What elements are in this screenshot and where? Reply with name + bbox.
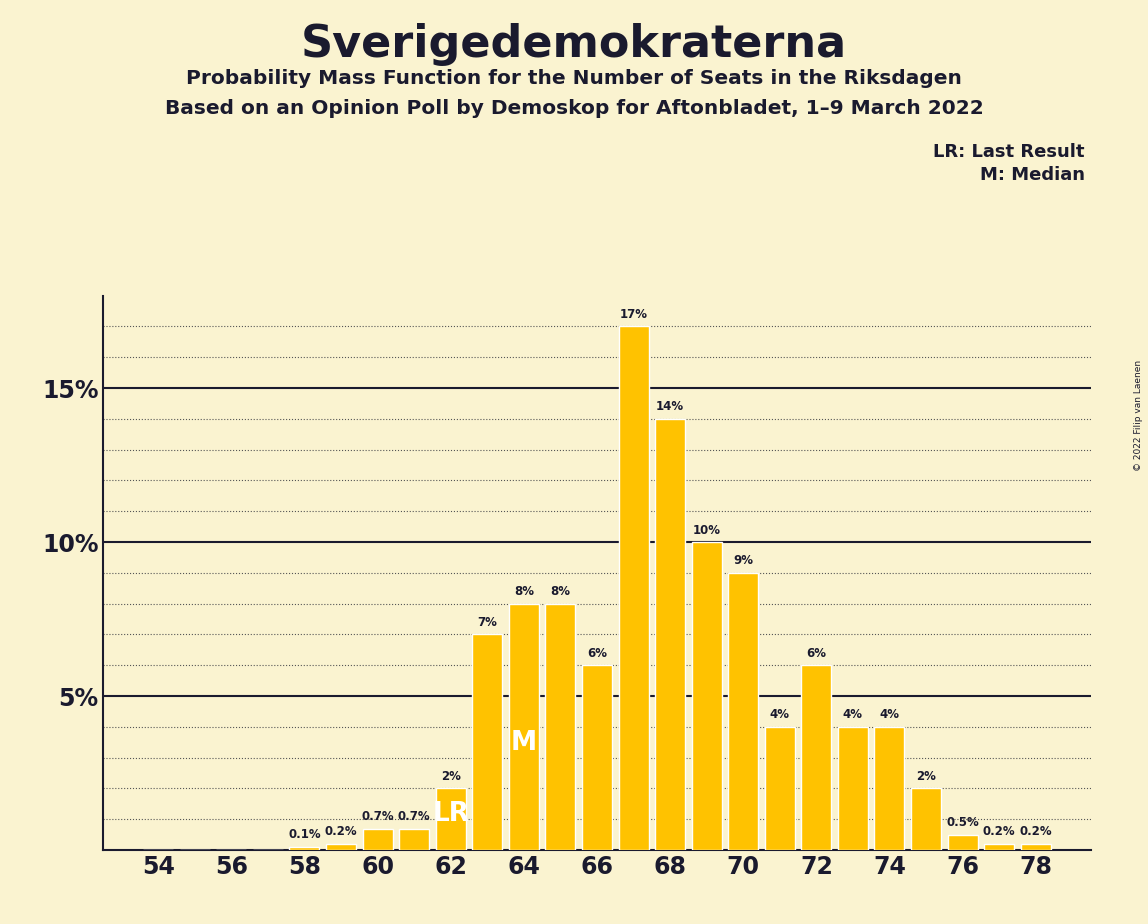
Text: 8%: 8% xyxy=(550,585,571,598)
Text: 7%: 7% xyxy=(478,616,497,629)
Text: 0.2%: 0.2% xyxy=(1019,825,1052,838)
Bar xyxy=(1021,844,1050,850)
Text: 0.2%: 0.2% xyxy=(983,825,1016,838)
Bar xyxy=(436,788,466,850)
Bar xyxy=(509,603,538,850)
Text: 6%: 6% xyxy=(806,647,827,660)
Text: © 2022 Filip van Laenen: © 2022 Filip van Laenen xyxy=(1134,360,1143,471)
Text: 6%: 6% xyxy=(587,647,607,660)
Bar xyxy=(582,665,612,850)
Text: 0.1%: 0.1% xyxy=(288,829,320,842)
Bar xyxy=(656,419,685,850)
Bar xyxy=(691,542,722,850)
Bar xyxy=(984,844,1014,850)
Bar xyxy=(400,829,429,850)
Text: M: M xyxy=(511,731,537,757)
Text: Sverigedemokraterna: Sverigedemokraterna xyxy=(301,23,847,67)
Text: 4%: 4% xyxy=(770,709,790,722)
Text: Probability Mass Function for the Number of Seats in the Riksdagen: Probability Mass Function for the Number… xyxy=(186,69,962,89)
Text: M: Median: M: Median xyxy=(980,166,1085,184)
Text: 0.7%: 0.7% xyxy=(362,810,394,823)
Bar xyxy=(326,844,356,850)
Text: 17%: 17% xyxy=(620,308,647,321)
Text: 0.2%: 0.2% xyxy=(325,825,357,838)
Bar xyxy=(801,665,831,850)
Text: LR: Last Result: LR: Last Result xyxy=(933,143,1085,161)
Text: 8%: 8% xyxy=(514,585,534,598)
Text: Based on an Opinion Poll by Demoskop for Aftonbladet, 1–9 March 2022: Based on an Opinion Poll by Demoskop for… xyxy=(164,99,984,118)
Bar xyxy=(363,829,393,850)
Bar xyxy=(728,573,758,850)
Bar xyxy=(472,635,503,850)
Text: 10%: 10% xyxy=(692,524,721,537)
Text: 0.7%: 0.7% xyxy=(398,810,430,823)
Bar xyxy=(838,727,868,850)
Text: 2%: 2% xyxy=(916,770,936,783)
Text: 9%: 9% xyxy=(734,554,753,567)
Bar xyxy=(765,727,794,850)
Bar xyxy=(289,847,319,850)
Bar xyxy=(619,326,649,850)
Text: 0.5%: 0.5% xyxy=(946,816,979,829)
Bar xyxy=(875,727,905,850)
Text: 14%: 14% xyxy=(656,400,684,413)
Text: 2%: 2% xyxy=(441,770,460,783)
Text: 4%: 4% xyxy=(843,709,863,722)
Bar xyxy=(912,788,941,850)
Bar xyxy=(947,834,978,850)
Text: LR: LR xyxy=(432,801,470,827)
Bar xyxy=(545,603,575,850)
Text: 4%: 4% xyxy=(879,709,900,722)
